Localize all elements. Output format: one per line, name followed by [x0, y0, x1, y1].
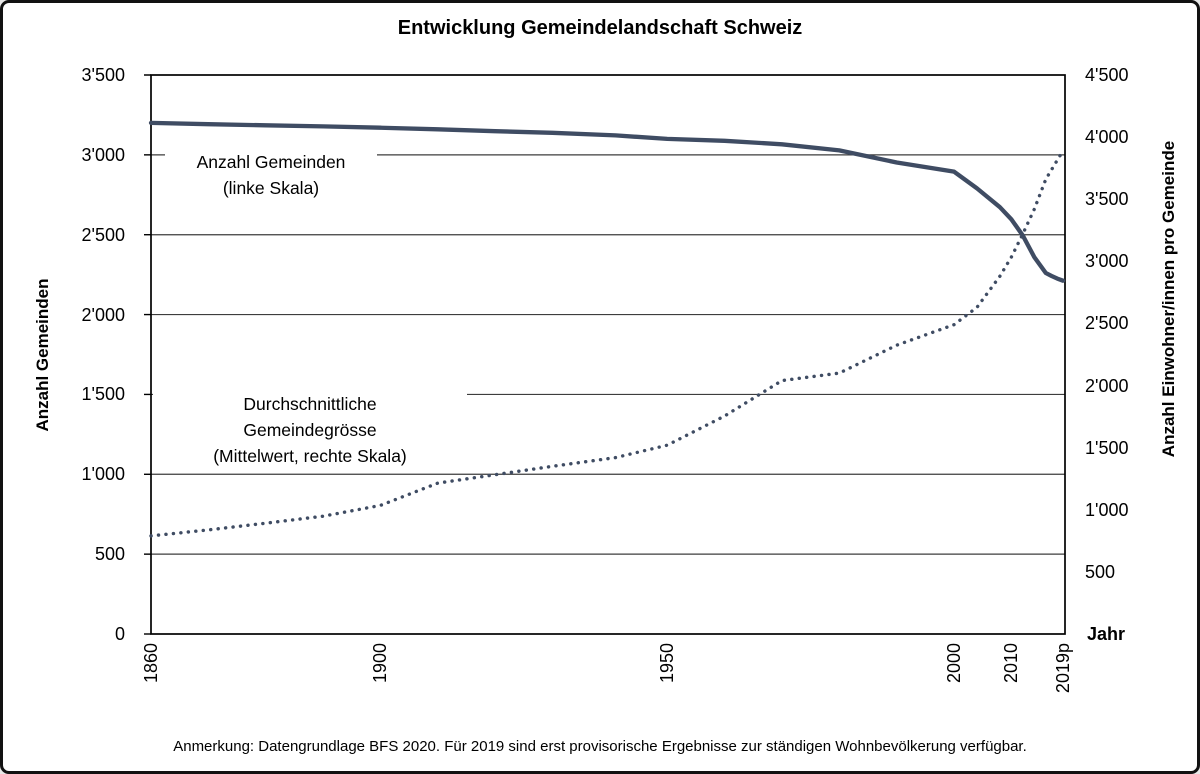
- y-axis-title-left: Anzahl Gemeinden: [33, 278, 52, 432]
- x-tick-label: 2000: [944, 643, 965, 684]
- x-tick-label: 2010: [1001, 643, 1022, 684]
- y-right-tick-label: 1'000: [1085, 499, 1129, 520]
- y-right-tick-label: 2'500: [1085, 313, 1129, 334]
- x-tick-label: 2019p: [1053, 643, 1073, 694]
- series-line-anzahl-gemeinden: [148, 120, 1066, 283]
- y-left-tick-label: 0: [114, 624, 125, 644]
- y-right-tick-label: 3'000: [1085, 251, 1129, 272]
- y-left-tick-label: 3'500: [81, 65, 125, 85]
- series-label-groesse-line1: Durchschnittliche: [243, 394, 377, 414]
- y-right-tick-label: 500: [1085, 561, 1116, 582]
- y-left-tick-label: 3'000: [81, 144, 125, 165]
- y-left-tick-label: 2'000: [81, 304, 125, 325]
- y-right-tick-label: 4'000: [1085, 127, 1129, 148]
- x-tick-label: 1950: [657, 643, 678, 684]
- plot-border: [150, 74, 1066, 635]
- series-label-gemeinden: Anzahl Gemeinden (linke Skala): [165, 149, 377, 201]
- series-label-gemeinden-line2: (linke Skala): [222, 178, 320, 198]
- x-tick-label: 1900: [370, 643, 391, 684]
- series-label-groesse-line2: Gemeindegrösse: [243, 420, 377, 440]
- y-left-tick-label: 1'500: [81, 384, 125, 405]
- x-tick-label: 1860: [141, 643, 161, 684]
- series-label-groesse: Durchschnittliche Gemeindegrösse (Mittel…: [153, 391, 467, 469]
- y-axis-title-right: Anzahl Einwohner/innen pro Gemeinde: [1159, 140, 1178, 458]
- y-left-tick-label: 500: [94, 544, 125, 565]
- y-right-tick-label: 2'000: [1085, 375, 1129, 396]
- series-line-gemeindegroesse: [149, 149, 1065, 538]
- x-axis-title: Jahr: [1087, 624, 1126, 644]
- y-left-tick-label: 2'500: [81, 224, 125, 245]
- y-right-tick-label: 1'500: [1085, 437, 1129, 458]
- chart-title: Entwicklung Gemeindelandschaft Schweiz: [397, 17, 803, 39]
- y-right-tick-label: 3'500: [1085, 189, 1129, 210]
- series-label-groesse-line3: (Mittelwert, rechte Skala): [213, 446, 407, 466]
- source-note: Anmerkung: Datengrundlage BFS 2020. Für …: [173, 738, 1027, 755]
- series-label-gemeinden-line1: Anzahl Gemeinden: [196, 152, 346, 172]
- plot-area: [144, 74, 1066, 635]
- y-right-tick-label: 4'500: [1085, 65, 1129, 85]
- y-left-tick-label: 1'000: [81, 464, 125, 485]
